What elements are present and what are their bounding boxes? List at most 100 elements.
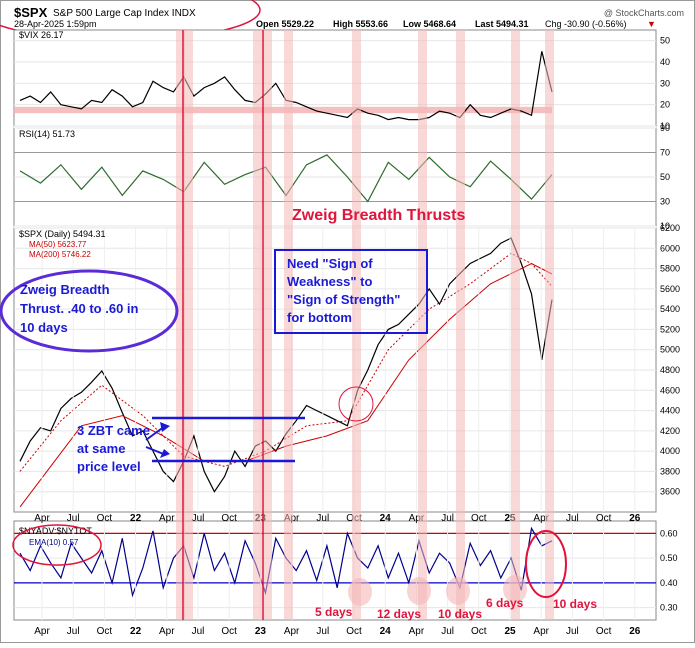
x-tick-label-lower: Oct (221, 626, 237, 637)
breadth-thrust-highlight (352, 30, 361, 620)
x-tick-label-lower: 24 (380, 626, 392, 637)
price-y-tick-label: 5200 (660, 324, 680, 334)
price-y-tick-label: 4800 (660, 365, 680, 375)
x-tick-label-upper: 22 (130, 513, 142, 524)
x-tick-label-lower: Jul (566, 626, 579, 637)
rsi-label: RSI(14) 51.73 (19, 129, 75, 139)
x-tick-label-upper: 26 (629, 513, 641, 524)
x-tick-label-lower: Apr (159, 626, 175, 637)
breadth-thrust-low-marker (348, 578, 372, 606)
header-low: Low 5468.64 (403, 19, 456, 29)
zbt-note-line-2: at same (77, 441, 125, 456)
day-label-10b: 10 days (553, 597, 597, 611)
breadth-label: $NYADV:$NYTOT (19, 526, 92, 536)
price-y-tick-label: 6200 (660, 223, 680, 233)
x-tick-label-upper: Oct (471, 513, 487, 524)
ma200-legend: MA(200) 5746.22 (29, 250, 91, 259)
breadth-thrust-highlight (284, 30, 293, 620)
price-y-tick-label: 3600 (660, 487, 680, 497)
x-tick-label-upper: 24 (380, 513, 392, 524)
need-sign-line-1: Need "Sign of (287, 256, 373, 271)
highlight-layer (176, 30, 554, 620)
x-tick-label-upper: Apr (409, 513, 425, 524)
x-tick-label-lower: 26 (629, 626, 641, 637)
rsi-y-tick-label: 30 (660, 197, 670, 207)
vix-label: $VIX 26.17 (19, 30, 64, 40)
day-label-6: 6 days (486, 596, 524, 610)
vix-y-tick-label: 40 (660, 57, 670, 67)
x-tick-label-lower: Oct (471, 626, 487, 637)
x-tick-label-upper: Apr (159, 513, 175, 524)
zweig-definition-line-2: Thrust. .40 to .60 in (20, 301, 139, 316)
zbt-arrow-up-shaft (145, 425, 166, 441)
breadth-thrust-highlight (184, 30, 193, 620)
breadth-thrust-highlight (511, 30, 520, 620)
need-sign-box (274, 249, 428, 334)
vix-y-tick-label: 20 (660, 100, 670, 110)
price-y-tick-label: 4200 (660, 426, 680, 436)
price-label: $SPX (Daily) 5494.31 (19, 229, 106, 239)
zweig-definition-line-3: 10 days (20, 320, 68, 335)
x-tick-label-lower: 23 (255, 626, 267, 637)
breadth-thrust-highlight (456, 30, 465, 620)
breadth-y-tick-label: 0.40 (660, 578, 678, 588)
x-tick-label-lower: Oct (596, 626, 612, 637)
day-label-5: 5 days (315, 605, 353, 619)
price-y-tick-label: 5400 (660, 304, 680, 314)
x-tick-label-upper: Jul (192, 513, 205, 524)
price-y-tick-label: 6000 (660, 243, 680, 253)
vix-y-tick-label: 50 (660, 36, 670, 46)
price-series-line-2 (19, 262, 553, 508)
breadth-thrust-highlight (253, 30, 262, 620)
need-sign-line-3: "Sign of Strength" (287, 292, 400, 307)
header-high: High 5553.66 (333, 19, 388, 29)
x-tick-label-upper: Jul (316, 513, 329, 524)
x-tick-label-upper: Oct (596, 513, 612, 524)
price-y-tick-label: 4600 (660, 385, 680, 395)
x-tick-label-upper: Jul (441, 513, 454, 524)
rsi-y-tick-label: 90 (660, 123, 670, 133)
price-y-tick-label: 5600 (660, 284, 680, 294)
header-date: 28-Apr-2025 1:59pm (14, 19, 97, 29)
need-sign-line-2: Weakness" to (287, 274, 372, 289)
x-tick-label-upper: Jul (67, 513, 80, 524)
x-tick-label-lower: 22 (130, 626, 142, 637)
need-sign-line-4: for bottom (287, 310, 352, 325)
breadth-y-tick-label: 0.30 (660, 603, 678, 613)
header-last: Last 5494.31 (475, 19, 529, 29)
x-tick-label-lower: Jul (441, 626, 454, 637)
breadth-y-tick-label: 0.60 (660, 528, 678, 538)
x-tick-label-lower: Apr (409, 626, 425, 637)
watermark: @ StockCharts.com (604, 8, 684, 18)
vix-reference-band (14, 106, 552, 114)
zweig-definition-ellipse (0, 269, 179, 353)
x-tick-label-lower: Jul (316, 626, 329, 637)
x-tick-label-lower: 25 (504, 626, 516, 637)
price-y-tick-label: 4400 (660, 406, 680, 416)
x-tick-label-lower: Jul (67, 626, 80, 637)
breadth-thrust-low-marker (446, 577, 470, 605)
zbt-note-line-1: 3 ZBT came (77, 423, 150, 438)
day-label-12: 12 days (377, 607, 421, 621)
breadth-thrust-highlight (418, 30, 427, 620)
breadth-y-tick-label: 0.50 (660, 553, 678, 563)
x-tick-label-lower: Apr (533, 626, 549, 637)
price-y-tick-label: 5800 (660, 264, 680, 274)
x-tick-label-upper: Oct (97, 513, 113, 524)
breadth-thrust-low-marker (407, 577, 431, 605)
x-tick-label-lower: Oct (346, 626, 362, 637)
rsi-y-tick-label: 50 (660, 172, 670, 182)
vix-panel: 10 20 30 40 50 (13, 29, 670, 131)
zbt-arrow-down (160, 449, 170, 458)
x-tick-label-upper: 25 (504, 513, 516, 524)
breadth-thrust-highlight (176, 30, 185, 620)
rsi-y-tick-label: 10 (660, 221, 670, 231)
ma50-legend: MA(50) 5623.77 (29, 240, 87, 249)
header-open: Open 5529.22 (256, 19, 314, 29)
price-y-tick-label: 3800 (660, 466, 680, 476)
breadth-latest-ellipse (525, 530, 567, 598)
symbol-description: S&P 500 Large Cap Index INDX (53, 8, 196, 19)
zbt-arrow-down-shaft (145, 446, 167, 456)
x-tick-label-upper: Apr (34, 513, 50, 524)
